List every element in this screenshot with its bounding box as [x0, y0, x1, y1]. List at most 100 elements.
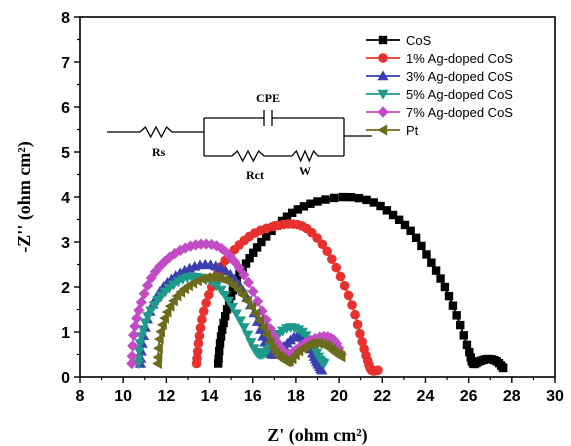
x-tick-label: 28: [503, 388, 521, 405]
data-point: [313, 197, 322, 206]
y-tick-label: 8: [61, 10, 70, 27]
legend-entry: 3% Ag-doped CoS: [366, 69, 513, 84]
data-point: [257, 321, 268, 334]
data-point: [275, 342, 287, 354]
y-tick-label: 3: [61, 235, 70, 252]
legend-entry: Pt: [366, 123, 419, 138]
data-point: [159, 312, 169, 324]
data-point: [230, 309, 243, 320]
data-point: [242, 330, 254, 341]
data-point: [456, 320, 465, 330]
data-point: [127, 329, 140, 341]
data-point: [254, 315, 265, 327]
y-tick-label: 7: [61, 55, 70, 72]
data-point: [219, 290, 231, 301]
data-point: [242, 276, 255, 289]
data-point: [465, 347, 474, 357]
data-point: [452, 311, 461, 320]
legend: CoS 1% Ag-doped CoS 3% Ag-doped CoS 5% Ag-d…: [366, 33, 513, 138]
data-point: [228, 286, 238, 295]
data-point: [431, 266, 441, 275]
data-point: [155, 326, 166, 338]
x-tick-label: 10: [114, 388, 132, 405]
data-point: [201, 298, 211, 308]
data-point: [422, 250, 431, 259]
x-tick-label: 12: [157, 388, 175, 405]
legend-label: 3% Ag-doped CoS: [406, 69, 513, 84]
data-point: [343, 290, 354, 301]
data-point: [352, 319, 363, 330]
x-tick-label: 16: [244, 388, 262, 405]
y-axis-title: -Z'' (ohm cm²): [14, 141, 35, 252]
data-point: [350, 309, 360, 320]
data-point: [328, 334, 340, 346]
y-tick-label: 2: [61, 280, 70, 297]
legend-entry: CoS: [366, 33, 432, 48]
data-point: [406, 226, 415, 236]
data-point: [226, 302, 239, 313]
data-point: [300, 336, 312, 349]
legend-label: 7% Ag-doped CoS: [406, 105, 513, 120]
data-point: [329, 193, 339, 203]
data-point: [354, 193, 364, 203]
data-point: [357, 336, 367, 347]
circuit-label: CPE: [256, 91, 280, 105]
data-point: [198, 306, 209, 317]
data-point: [192, 353, 202, 364]
data-point: [335, 271, 346, 282]
data-point: [257, 330, 269, 341]
circuit-label-rct: Rct: [246, 168, 264, 182]
data-point: [137, 325, 149, 336]
data-point: [369, 198, 379, 207]
data-point: [264, 336, 275, 348]
legend-entry: 7% Ag-doped CoS: [366, 105, 513, 120]
legend-entry: 1% Ag-doped CoS: [366, 51, 513, 66]
data-point: [156, 319, 167, 331]
data-point: [440, 282, 450, 292]
series-layer: [126, 192, 508, 376]
data-point: [462, 340, 472, 350]
data-point: [245, 338, 257, 348]
data-point: [238, 269, 250, 281]
x-tick-label: 14: [201, 388, 219, 405]
warburg-element: [291, 149, 319, 163]
circuit-label: W: [299, 164, 311, 178]
data-point: [135, 296, 147, 308]
data-point: [321, 195, 330, 204]
data-point: [127, 340, 139, 352]
data-point: [237, 289, 248, 301]
data-point: [242, 295, 252, 307]
data-point: [306, 199, 315, 208]
data-point: [316, 364, 328, 375]
data-point: [322, 246, 332, 257]
data-point: [161, 306, 172, 318]
data-point: [215, 346, 224, 356]
x-axis-title: Z' (ohm cm²): [267, 425, 367, 446]
x-tick-label: 20: [330, 388, 348, 405]
x-tick-label: 30: [546, 388, 564, 405]
data-point: [444, 291, 454, 301]
data-point: [232, 284, 243, 296]
data-point: [331, 262, 342, 273]
data-point: [152, 351, 163, 363]
data-point: [335, 351, 346, 363]
data-point: [233, 262, 245, 274]
data-point: [192, 346, 203, 357]
data-point: [195, 322, 206, 333]
x-tick-label: 26: [460, 388, 478, 405]
data-point: [272, 337, 284, 349]
data-point: [247, 285, 259, 298]
data-point: [355, 328, 365, 339]
data-point: [133, 346, 145, 357]
data-point: [154, 260, 166, 272]
y-tick-label: 5: [61, 145, 70, 162]
data-point: [318, 359, 330, 370]
y-tick-label: 4: [61, 190, 70, 207]
data-point: [347, 300, 357, 310]
data-point: [287, 208, 297, 218]
data-point: [201, 272, 211, 284]
data-point: [373, 365, 383, 376]
data-point: [293, 205, 303, 214]
